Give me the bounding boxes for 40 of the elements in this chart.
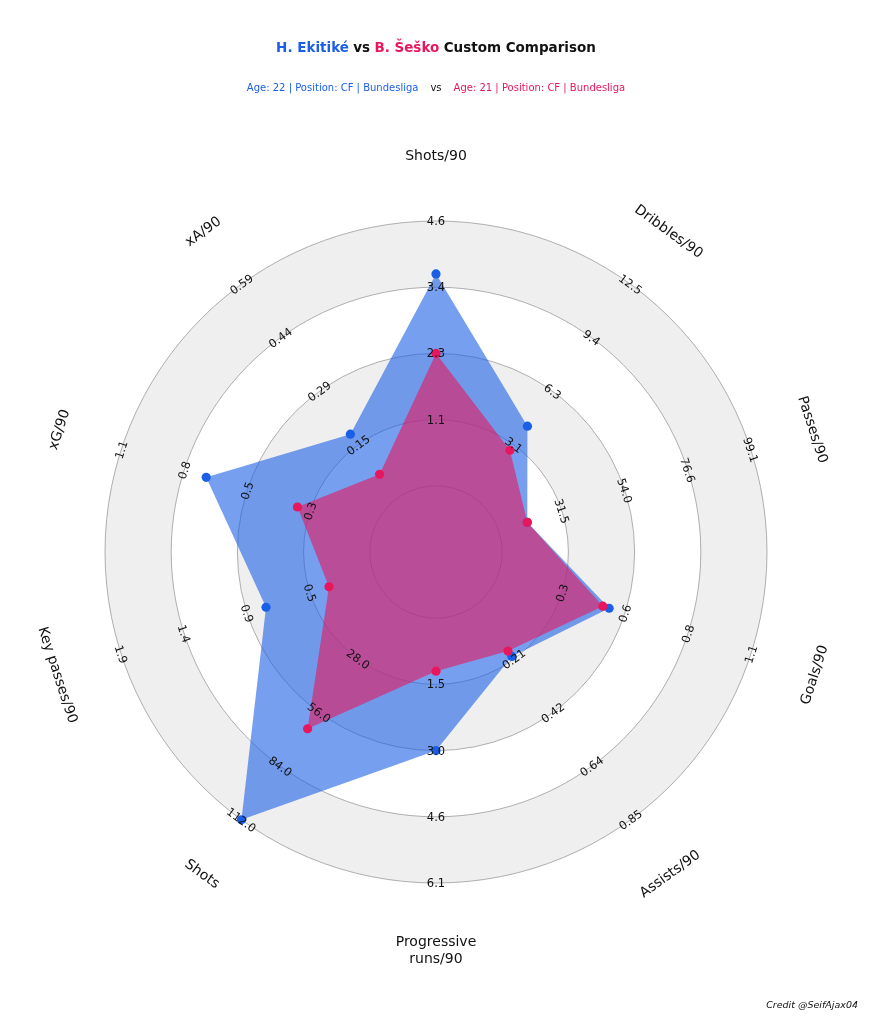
text: 3.1: [502, 433, 526, 456]
text: 6.3: [541, 380, 565, 403]
spoke-label: xG/90: [44, 407, 73, 452]
text: 0.5: [237, 479, 257, 502]
text: 1.9: [111, 643, 131, 666]
chart-title: Custom Comparison: [443, 39, 596, 55]
text: 31.5: [551, 496, 573, 526]
text: vs: [353, 39, 371, 55]
text: 76.6: [677, 455, 699, 485]
text: 0.85: [616, 806, 646, 833]
text: 0.3: [552, 582, 572, 604]
text: 0.42: [538, 699, 568, 726]
text: 6.1: [426, 876, 446, 890]
spoke-label: Shots/90: [405, 147, 467, 163]
text: 0.21: [499, 645, 529, 673]
text: 1.1: [111, 438, 131, 461]
text: 3.0: [426, 743, 446, 758]
text: 9.4: [580, 326, 604, 349]
text: 0.9: [237, 602, 257, 625]
text: 3.4: [426, 280, 446, 295]
text: 1.1: [426, 412, 446, 427]
text: 1.5: [426, 677, 446, 692]
text: 0.6: [615, 602, 635, 625]
text: 0.8: [678, 622, 698, 645]
text: 0.8: [174, 459, 194, 482]
text: 0.3: [300, 500, 320, 522]
text: 0.44: [265, 324, 295, 351]
text: 4.6: [426, 809, 446, 824]
text: Credit @SeifAjax04: [766, 999, 858, 1010]
text: 0.5: [300, 582, 320, 604]
text: 4.6: [426, 214, 446, 228]
text: H. Ekitiké: [276, 39, 349, 55]
text: 1.1: [741, 643, 761, 666]
text: 99.1: [740, 435, 762, 465]
text: 2.3: [426, 346, 446, 361]
text: B. Šeško: [374, 39, 440, 55]
text: 54.0: [614, 476, 636, 505]
text: Age: 22 | Position: CF | Bundesliga vs Age: 21 | Position: CF | Bundesliga: [246, 82, 626, 93]
text: 1.4: [174, 622, 194, 645]
spoke-label: Progressive runs/90: [395, 932, 477, 966]
